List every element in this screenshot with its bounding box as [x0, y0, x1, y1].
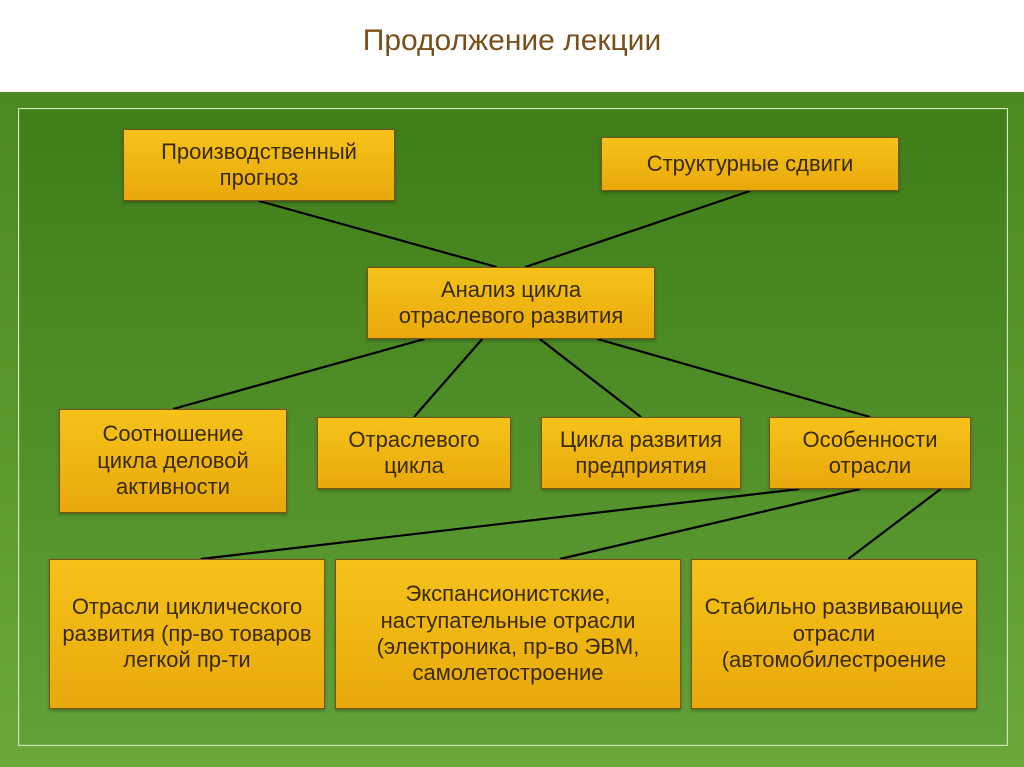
slide-title: Продолжение лекции	[0, 24, 1024, 58]
edge	[597, 339, 870, 417]
node-structural-shifts: Структурные сдвиги	[601, 137, 899, 191]
node-label: Анализ цикла отраслевого развития	[378, 277, 644, 330]
edge	[848, 489, 940, 559]
edge	[414, 339, 482, 417]
node-cycle-analysis: Анализ цикла отраслевого развития	[367, 267, 655, 339]
node-label: Особенности отрасли	[780, 427, 960, 480]
node-label: Стабильно развивающие отрасли (автомобил…	[702, 594, 966, 673]
node-expansionist-industries: Экспансионистские, наступательные отрасл…	[335, 559, 681, 709]
node-cyclical-industries: Отрасли циклического развития (пр-во тов…	[49, 559, 325, 709]
node-label: Отрасли циклического развития (пр-во тов…	[60, 594, 314, 673]
edge	[525, 191, 750, 267]
node-label: Соотношение цикла деловой активности	[70, 421, 276, 500]
node-label: Структурные сдвиги	[647, 151, 854, 177]
diagram-canvas: Производственный прогноз Структурные сдв…	[18, 108, 1008, 746]
node-industry-features: Особенности отрасли	[769, 417, 971, 489]
node-business-cycle-ratio: Соотношение цикла деловой активности	[59, 409, 287, 513]
slide: Продолжение лекции Производственный прог…	[0, 0, 1024, 767]
node-label: Цикла развития предприятия	[552, 427, 730, 480]
edge	[560, 489, 860, 559]
node-label: Производственный прогноз	[134, 139, 384, 192]
node-industry-cycle: Отраслевого цикла	[317, 417, 511, 489]
edge	[540, 339, 641, 417]
node-stable-industries: Стабильно развивающие отрасли (автомобил…	[691, 559, 977, 709]
node-enterprise-cycle: Цикла развития предприятия	[541, 417, 741, 489]
edge	[259, 201, 497, 267]
edge	[201, 489, 800, 559]
node-label: Экспансионистские, наступательные отрасл…	[346, 581, 670, 687]
node-label: Отраслевого цикла	[328, 427, 500, 480]
edge	[173, 339, 425, 409]
node-production-forecast: Производственный прогноз	[123, 129, 395, 201]
